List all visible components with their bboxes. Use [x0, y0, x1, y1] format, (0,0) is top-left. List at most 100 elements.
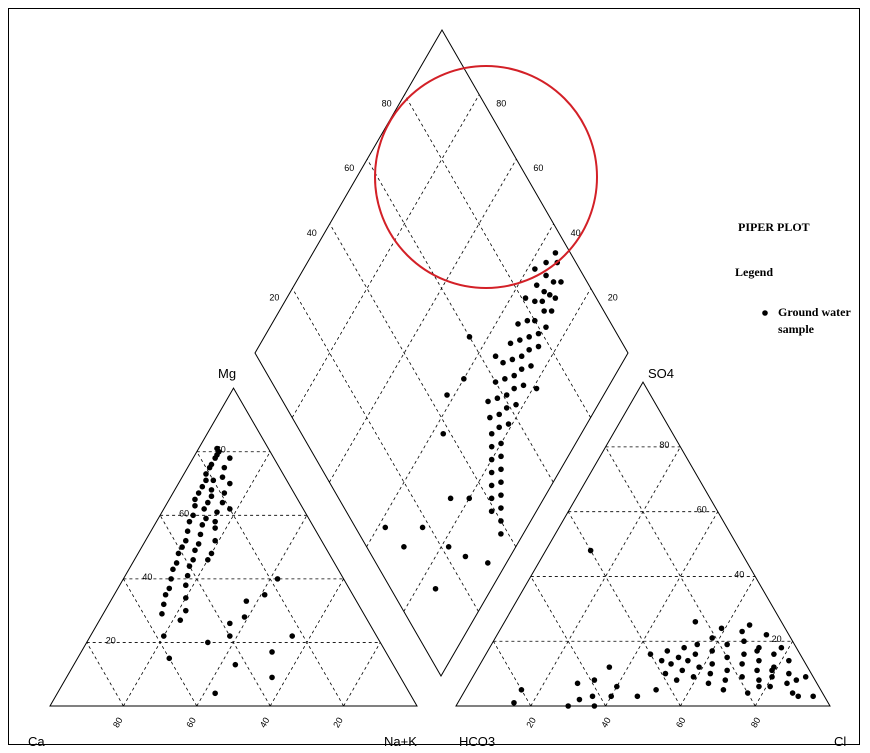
anion-point — [673, 677, 680, 683]
cation-point — [227, 455, 233, 461]
anion-point — [767, 683, 773, 690]
legend-marker — [762, 310, 768, 316]
cation-point — [203, 471, 209, 477]
anion-point — [739, 674, 745, 680]
cation-point — [212, 690, 218, 697]
anion-point — [653, 687, 659, 693]
diamond-point — [447, 495, 454, 502]
cation-point — [205, 639, 211, 646]
cation-point — [175, 550, 182, 557]
so4-tick-label: 60 — [697, 505, 707, 515]
diamond-point — [535, 343, 542, 350]
diamond-point — [498, 479, 504, 486]
diamond-point — [466, 495, 473, 502]
cation-point — [208, 550, 215, 557]
cation-point — [208, 493, 215, 500]
anion-point — [690, 674, 697, 680]
cation-point — [210, 477, 217, 484]
anion-point — [718, 625, 725, 632]
cation-point — [227, 480, 233, 487]
legend-title: Legend — [735, 265, 773, 279]
cation-point — [170, 566, 176, 573]
cation-point — [205, 556, 211, 563]
diamond-point — [488, 456, 495, 463]
diamond-point — [488, 482, 495, 489]
diamond-point — [498, 531, 504, 537]
cl-tick-label: 40 — [599, 716, 613, 730]
anion-point — [647, 651, 654, 657]
diamond-point — [532, 266, 538, 272]
anion-point — [681, 644, 687, 651]
anion-point — [769, 674, 775, 680]
diamond-point — [541, 308, 547, 314]
diamond-left-tick-label: 40 — [307, 228, 317, 238]
nak-tick-label: 60 — [184, 716, 198, 730]
cation-point — [160, 601, 167, 608]
diamond-point — [461, 376, 467, 382]
diamond-point — [517, 337, 523, 343]
diamond-grid-line — [291, 94, 480, 418]
anion-point — [694, 641, 701, 648]
anion-grid-line — [493, 641, 532, 707]
cation-point — [289, 633, 296, 639]
diamond-grid-line — [329, 223, 517, 547]
diamond-point — [488, 469, 495, 476]
cl-tick-label: 20 — [524, 716, 538, 730]
diamond-grid-line — [366, 159, 554, 483]
diamond-point — [462, 553, 469, 560]
cation-point — [261, 591, 268, 598]
axis-label-hco3: HCO3 — [459, 734, 495, 749]
diamond-point — [503, 405, 510, 411]
anion-point — [696, 664, 702, 670]
diamond-point — [419, 524, 426, 531]
legend-label-line1: Ground water — [778, 305, 851, 319]
highlight-circle — [374, 65, 598, 289]
mg-tick-label: 20 — [106, 635, 116, 645]
diamond-point — [522, 295, 529, 301]
diamond-point — [526, 346, 532, 353]
anion-point — [810, 693, 816, 700]
diamond-outline — [254, 29, 629, 677]
diamond-right-tick-label: 80 — [496, 99, 506, 109]
cation-point — [179, 544, 185, 550]
cation-point — [206, 464, 213, 471]
diamond-point — [488, 443, 495, 450]
cation-point — [227, 633, 233, 639]
plot-frame — [8, 8, 860, 745]
anion-point — [518, 687, 525, 693]
cation-point — [190, 512, 196, 519]
anion-point — [769, 667, 775, 674]
cation-point — [205, 499, 211, 506]
anion-point — [587, 547, 594, 554]
cation-point — [192, 502, 198, 509]
cation-point — [208, 487, 215, 493]
diamond-point — [550, 279, 557, 285]
cation-point — [162, 591, 169, 598]
diamond-grid-line — [292, 288, 479, 612]
anion-point — [692, 651, 699, 657]
diamond-point — [539, 298, 546, 305]
nak-tick-label: 80 — [111, 716, 125, 730]
axis-label-cl: Cl — [834, 734, 846, 749]
anion-point — [591, 677, 598, 683]
nak-tick-label: 40 — [258, 716, 272, 730]
cation-point — [212, 525, 218, 531]
anion-point — [591, 703, 598, 709]
anion-point — [756, 677, 762, 683]
diamond-point — [498, 466, 504, 473]
cation-point — [168, 576, 174, 582]
anion-point — [784, 680, 790, 687]
diamond-point — [498, 453, 504, 460]
cation-point — [190, 556, 196, 563]
diamond-point — [444, 392, 450, 398]
anion-point — [606, 664, 613, 670]
diamond-grid-line — [329, 158, 517, 483]
cation-point — [221, 490, 228, 496]
so4-tick-label: 20 — [772, 634, 782, 644]
anion-point — [763, 631, 770, 638]
diamond-left-tick-label: 60 — [344, 163, 354, 173]
anion-point — [802, 674, 809, 680]
diamond-point — [518, 353, 525, 360]
anion-point — [574, 680, 581, 687]
